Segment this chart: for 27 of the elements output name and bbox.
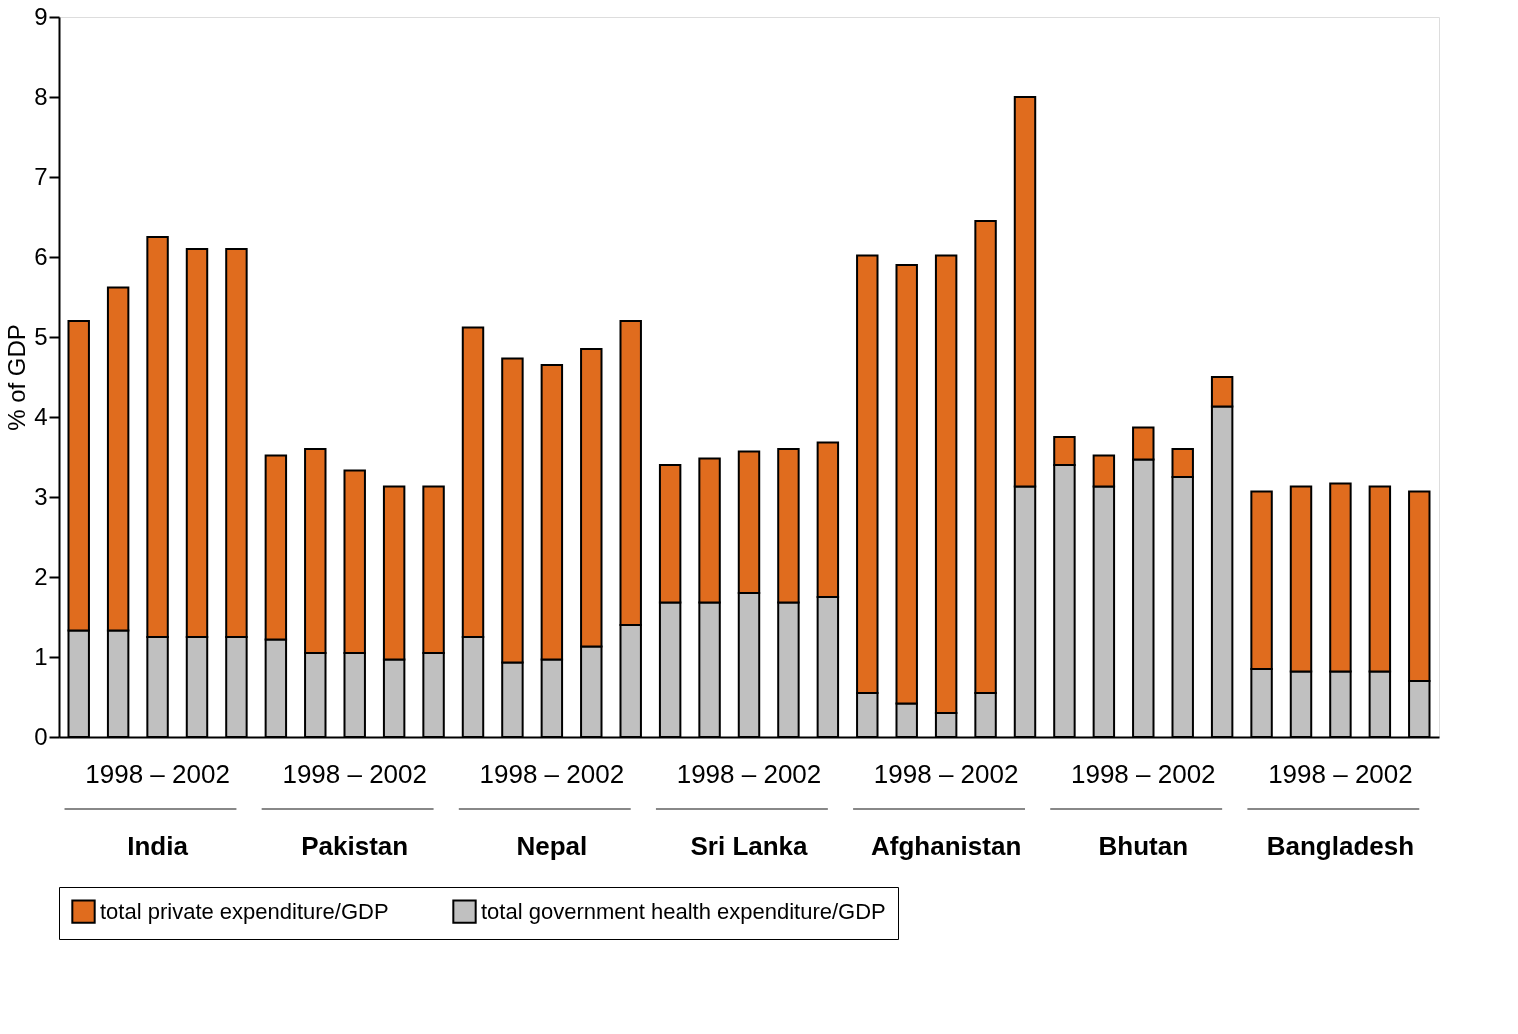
text: 1998 – 2002 [85,759,230,789]
y-axis-title: % of GDP [3,324,31,431]
y-tick-label: 6 [34,242,48,270]
legend-label: total government health expenditure/GDP [481,898,886,924]
text: Nepal [516,831,588,861]
y-tick-label: 8 [34,82,48,110]
text: 1998 – 2002 [282,759,428,789]
text: 1998 – 2002 [1070,759,1216,789]
y-tick-label: 9 [34,2,48,30]
y-tick-label: 3 [34,482,48,510]
y-tick-label: 2 [34,562,48,590]
y-tick-label: 0 [34,722,48,750]
y-tick-label: 5 [34,322,48,350]
y-tick-label: 7 [34,162,48,190]
legend-label: total private expenditure/GDP [100,898,389,924]
text: Pakistan [301,831,409,861]
y-tick-label: 1 [34,642,48,670]
text: Bangladesh [1266,831,1415,861]
text: Bhutan [1098,831,1189,861]
text: 1998 – 2002 [479,759,625,789]
text: India [127,831,189,861]
text: 1998 – 2002 [676,759,822,789]
text: Sri Lanka [690,831,809,861]
text: 1998 – 2002 [1268,759,1413,789]
y-tick-label: 4 [34,402,48,430]
text: Afghanistan [871,831,1022,861]
text: 1998 – 2002 [873,759,1019,789]
